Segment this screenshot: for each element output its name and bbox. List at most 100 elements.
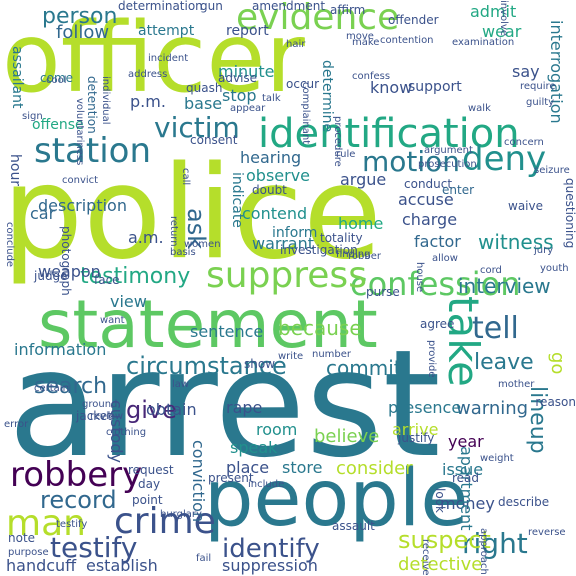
cloud-word-investigation: investigation — [280, 243, 358, 257]
cloud-word-describe: describe — [498, 495, 550, 509]
cloud-word-evidence: evidence — [236, 0, 400, 38]
cloud-word-seizure: seizure — [534, 165, 570, 176]
cloud-word-station: station — [34, 131, 152, 171]
cloud-word-advise: advise — [218, 71, 258, 85]
cloud-word-motion: motion — [362, 145, 461, 178]
cloud-word-description: description — [38, 196, 127, 215]
cloud-word-occur: occur — [286, 77, 320, 91]
cloud-word-hour: hour — [7, 154, 23, 187]
cloud-word-know: know — [370, 78, 413, 97]
cloud-word-robber: robber — [348, 251, 381, 262]
cloud-word-purpose: purpose — [8, 547, 49, 558]
cloud-word-make: make — [352, 37, 380, 48]
cloud-word-home: home — [338, 214, 384, 233]
cloud-word-photograph: photograph — [59, 226, 73, 296]
cloud-word-point: point — [132, 493, 163, 507]
cloud-word-presence: presence — [388, 398, 462, 417]
cloud-word-number: number — [312, 349, 352, 360]
cloud-word-house: house — [414, 262, 425, 293]
cloud-word-consider: consider — [336, 458, 413, 479]
cloud-word-guilty: guilty — [526, 97, 555, 108]
cloud-word-speak: speak — [230, 438, 278, 457]
cloud-word-error: error — [4, 419, 29, 430]
cloud-word-return: return — [168, 216, 179, 247]
cloud-word-place: place — [226, 458, 270, 477]
cloud-word-finding: finding — [336, 249, 371, 260]
cloud-word-p-m: p.m. — [130, 92, 166, 111]
cloud-word-hair: hair — [286, 39, 306, 50]
cloud-word-enter: enter — [442, 183, 475, 197]
cloud-word-incident: incident — [148, 53, 189, 64]
cloud-word-concern: concern — [504, 137, 544, 148]
cloud-word-testify: testify — [56, 519, 88, 530]
cloud-word-confess: confess — [352, 71, 391, 82]
cloud-word-assault: assault — [332, 519, 375, 533]
cloud-word-talk: talk — [262, 93, 281, 104]
cloud-word-arrive: arrive — [392, 420, 439, 439]
cloud-word-money: money — [440, 494, 495, 513]
cloud-word-youth: youth — [540, 263, 569, 274]
cloud-word-weapon: weapon — [38, 262, 101, 281]
cloud-word-assailant: assailant — [9, 46, 25, 109]
cloud-word-mother: mother — [498, 379, 535, 390]
cloud-word-issue: issue — [442, 460, 484, 479]
cloud-word-store: store — [282, 458, 323, 477]
cloud-word-conclude: conclude — [4, 222, 15, 268]
cloud-word-officer: officer — [2, 2, 305, 114]
cloud-word-certain: certain — [34, 383, 69, 394]
cloud-word-weight: weight — [480, 453, 514, 464]
cloud-word-indicate: indicate — [229, 172, 245, 228]
cloud-word-look: look — [433, 488, 447, 513]
cloud-word-offense: offense — [32, 117, 84, 133]
cloud-word-accuse: accuse — [398, 190, 454, 209]
cloud-word-want: want — [100, 315, 125, 326]
cloud-word-information: information — [14, 340, 107, 359]
cloud-word-address: address — [128, 69, 168, 80]
cloud-word-present: present — [208, 471, 254, 485]
cloud-word-come: come — [40, 71, 74, 85]
cloud-word-man: man — [6, 503, 86, 544]
cloud-word-witness: witness — [478, 230, 554, 254]
cloud-word-obtain: obtain — [146, 400, 197, 419]
cloud-word-tell: tell — [472, 311, 519, 346]
cloud-word-clothing: clothing — [106, 427, 147, 438]
cloud-word-gun: gun — [200, 0, 223, 13]
cloud-word-car: car — [30, 204, 56, 223]
cloud-word-year: year — [448, 432, 484, 451]
cloud-word-cord: cord — [480, 265, 502, 276]
cloud-word-base: base — [184, 94, 223, 113]
cloud-word-reason: reason — [535, 395, 576, 409]
cloud-word-police: police — [2, 139, 382, 288]
cloud-word-because: because — [278, 316, 362, 340]
cloud-word-justify: justify — [398, 431, 435, 445]
cloud-word-say: say — [512, 62, 540, 81]
cloud-word-arrest: arrest — [8, 318, 441, 490]
cloud-word-testimony: testimony — [80, 264, 191, 289]
cloud-word-approach: approach — [478, 528, 489, 575]
cloud-word-detective: detective — [398, 554, 483, 575]
cloud-word-law: law — [172, 379, 190, 390]
cloud-word-give: give — [126, 396, 177, 424]
cloud-word-warrant: warrant — [252, 234, 314, 253]
cloud-word-face: face — [94, 273, 120, 287]
cloud-word-suppress: suppress — [206, 255, 367, 296]
cloud-word-procedure: procedure — [332, 116, 343, 167]
cloud-word-view: view — [110, 292, 147, 311]
cloud-word-interrogation: interrogation — [547, 20, 566, 124]
cloud-word-leave: leave — [474, 350, 534, 375]
cloud-word-argue: argue — [340, 170, 387, 189]
cloud-word-circumstance: circumstance — [126, 352, 287, 380]
cloud-word-inform: inform — [272, 225, 318, 241]
cloud-word-observe: observe — [246, 166, 311, 185]
cloud-word-provide: provide — [426, 340, 437, 378]
cloud-word-establish: establish — [86, 556, 158, 575]
cloud-word-sentence: sentence — [190, 322, 264, 341]
cloud-word-request: request — [128, 463, 174, 477]
cloud-word-determination: determination — [118, 0, 203, 13]
cloud-word-write: write — [278, 351, 304, 362]
cloud-word-move: move — [346, 31, 374, 42]
cloud-word-robbery: robbery — [10, 455, 143, 495]
cloud-word-receive: receive — [420, 539, 431, 576]
cloud-word-follow: follow — [56, 22, 110, 43]
cloud-word-require: require — [520, 81, 556, 92]
